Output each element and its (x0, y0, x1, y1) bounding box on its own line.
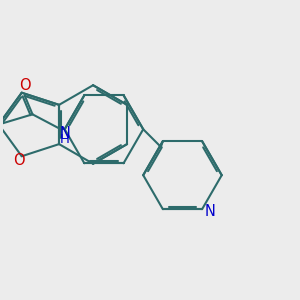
Text: N: N (59, 126, 70, 141)
Text: O: O (13, 154, 25, 169)
Text: N: N (205, 204, 216, 219)
Text: H: H (60, 133, 70, 146)
Text: O: O (19, 78, 31, 93)
